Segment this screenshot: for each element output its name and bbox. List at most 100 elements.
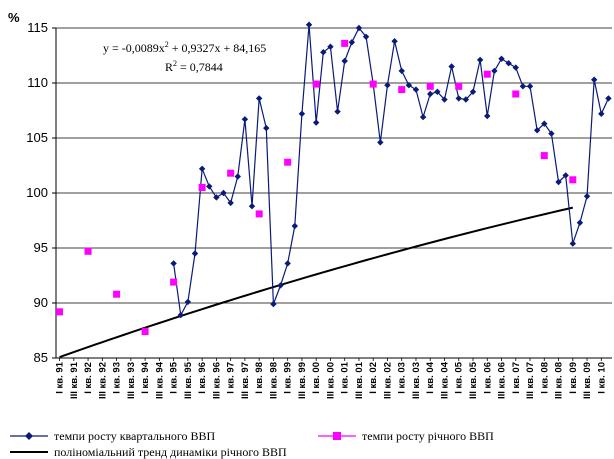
quarterly-point [548, 130, 555, 137]
x-tick-label: I кв. 10 [596, 362, 607, 394]
annual-point [512, 90, 520, 98]
y-tick-label: 85 [34, 350, 48, 365]
quarterly-point [198, 165, 206, 172]
quarterly-point [441, 96, 448, 103]
quarterly-point [384, 82, 391, 89]
quarterly-series [170, 21, 612, 319]
annual-point [483, 70, 491, 78]
quarterly-point [241, 116, 249, 123]
x-tick-label: I кв. 09 [568, 362, 579, 394]
quarterly-point [590, 76, 598, 83]
quarterly-point [505, 60, 512, 67]
quarterly-point [448, 63, 455, 70]
x-tick-label: III кв. 09 [582, 362, 593, 399]
legend-marker-quarterly [25, 432, 33, 440]
legend-label-trend: поліноміальний тренд динаміки річного ВВ… [54, 445, 287, 459]
x-tick-label: I кв. 06 [482, 362, 493, 394]
x-tick-label: I кв. 02 [368, 362, 379, 394]
quarterly-point [512, 64, 519, 71]
quarterly-point [362, 33, 370, 40]
quarterly-point [391, 38, 398, 45]
annual-point [198, 184, 206, 191]
x-tick-label: I кв. 94 [140, 361, 151, 393]
quarterly-line [173, 24, 609, 317]
quarterly-point [298, 110, 306, 117]
annual-point [312, 80, 320, 88]
quarterly-point [519, 83, 527, 90]
quarterly-point [569, 240, 576, 247]
quarterly-point [327, 43, 334, 50]
annual-point [56, 308, 64, 316]
quarterly-point [234, 173, 241, 180]
quarterly-point [583, 193, 591, 200]
quarterly-point [291, 222, 298, 230]
quarterly-point [270, 300, 277, 308]
annual-point [398, 86, 406, 94]
x-tick-label: I кв. 96 [197, 362, 208, 394]
legend-label-quarterly: темпи росту квартального ВВП [54, 429, 216, 443]
x-tick-label: I кв. 08 [539, 362, 550, 394]
x-tick-label: I кв. 04 [425, 361, 436, 393]
y-tick-label: 105 [26, 130, 48, 145]
annual-point [341, 39, 349, 47]
annual-point [84, 247, 92, 255]
y-tick-label: 110 [27, 75, 48, 90]
annual-series [56, 39, 577, 336]
quarterly-point [605, 95, 612, 102]
x-tick-label: III кв. 95 [183, 361, 194, 399]
x-tick-label: III кв. 03 [411, 362, 422, 399]
quarterly-point [598, 110, 605, 117]
y-tick-label: 95 [34, 240, 48, 255]
x-tick-label: I кв. 07 [511, 362, 522, 394]
legend-label-annual: темпи росту річного ВВП [362, 429, 494, 443]
quarterly-point [255, 95, 263, 102]
equation-annotation: y = -0,0089x2 + 0,9327x + 84,165 R2 = 0,… [103, 40, 266, 74]
x-tick-label: I кв. 99 [283, 362, 294, 394]
x-tick-label: III кв. 02 [382, 362, 393, 399]
trend-equation: y = -0,0089x2 + 0,9327x + 84,165 [103, 40, 266, 55]
annual-point [113, 290, 121, 298]
quarterly-point [562, 172, 569, 179]
x-tick-label: I кв. 98 [254, 362, 265, 394]
quarterly-point [334, 108, 341, 115]
quarterly-point [419, 113, 427, 121]
quarterly-point [227, 199, 234, 207]
annual-point [369, 80, 377, 88]
quarterly-point [533, 127, 541, 134]
quarterly-point [312, 119, 320, 126]
quarterly-point [341, 57, 348, 65]
quarterly-point [462, 96, 470, 103]
x-tick-label: III кв. 91 [69, 361, 80, 399]
r-squared: R2 = 0,7844 [165, 59, 223, 74]
quarterly-point [412, 86, 420, 93]
annual-point [227, 169, 235, 177]
x-tick-label: I кв. 91 [55, 361, 66, 393]
trend-line [59, 206, 574, 358]
annual-point [141, 328, 149, 336]
x-tick-label: I кв. 00 [311, 362, 322, 394]
quarterly-point [405, 82, 413, 89]
y-axis-ticks: 85 90 95 100 105 110 115 [26, 20, 56, 365]
quarterly-point [184, 298, 192, 306]
quarterly-point [476, 56, 484, 64]
quarterly-point [248, 203, 256, 210]
x-tick-label: III кв. 99 [297, 362, 308, 399]
y-tick-label: 100 [26, 185, 48, 200]
trend-path [59, 206, 574, 358]
quarterly-point [220, 189, 227, 197]
x-tick-label: III кв. 07 [525, 362, 536, 399]
y-tick-label: 90 [34, 295, 48, 310]
x-tick-label: III кв. 92 [97, 362, 108, 399]
annual-point [170, 278, 178, 286]
legend-item-quarterly: темпи росту квартального ВВП [10, 429, 216, 443]
x-tick-label: I кв. 05 [454, 361, 465, 393]
quarterly-point [305, 21, 313, 28]
quarterly-point [455, 95, 462, 102]
quarterly-point [206, 183, 213, 190]
x-tick-label: III кв. 97 [240, 362, 251, 399]
x-tick-label: I кв. 95 [169, 361, 180, 393]
quarterly-point [555, 178, 562, 186]
legend-item-annual: темпи росту річного ВВП [318, 429, 494, 443]
x-tick-label: I кв. 92 [83, 362, 94, 394]
